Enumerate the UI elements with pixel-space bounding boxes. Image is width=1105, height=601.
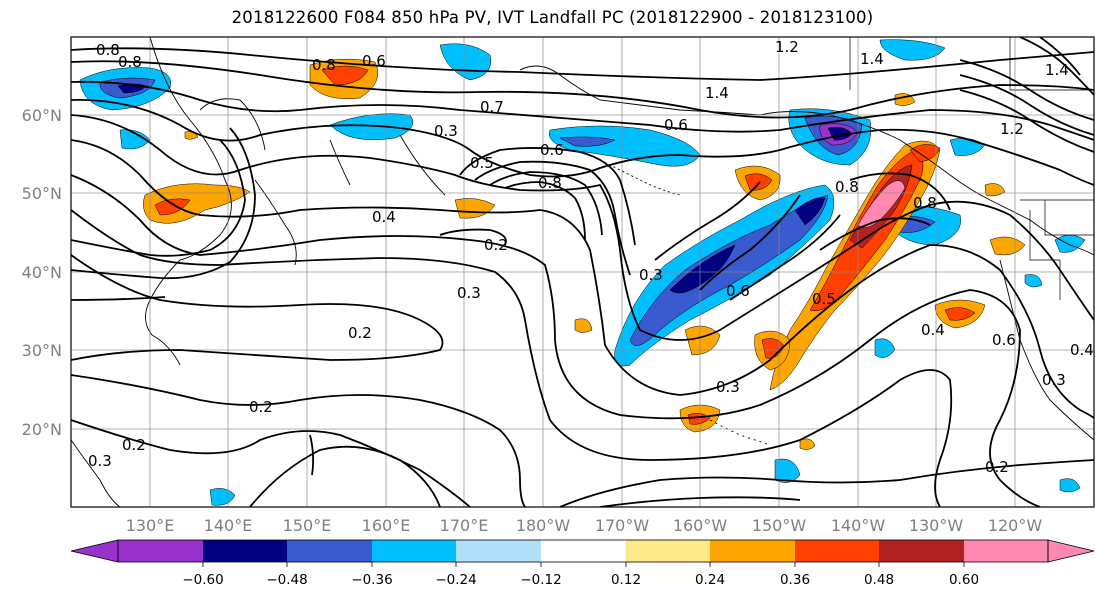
contour-label: 0.4 bbox=[372, 208, 396, 226]
colorbar: −0.60 −0.48 −0.36 −0.24 −0.12 0.12 0.24 … bbox=[70, 539, 1095, 588]
colorbar-tick-label: 0.48 bbox=[864, 572, 894, 588]
contour-label: 0.5 bbox=[812, 290, 836, 308]
contour-label: 0.8 bbox=[118, 53, 142, 71]
contour-label: 0.8 bbox=[96, 41, 120, 59]
lon-tick-label: 140°E bbox=[204, 516, 253, 535]
colorbar-swatch bbox=[203, 540, 287, 562]
boundaries bbox=[849, 37, 1094, 300]
colorbar-swatch bbox=[541, 540, 626, 562]
colorbar-swatch bbox=[372, 540, 456, 562]
colorbar-swatch bbox=[456, 540, 541, 562]
colorbar-swatch bbox=[118, 540, 203, 562]
lon-tick-label: 170°E bbox=[440, 516, 489, 535]
contour-label: 1.2 bbox=[1000, 120, 1024, 138]
pv-contours bbox=[71, 37, 1094, 507]
colorbar-extend-high bbox=[1047, 539, 1095, 563]
contour-label: 0.3 bbox=[639, 266, 663, 284]
contour-label: 0.2 bbox=[122, 436, 146, 454]
colorbar-swatch bbox=[879, 540, 964, 562]
lon-tick-label: 170°W bbox=[595, 516, 650, 535]
lon-tick-label: 130°E bbox=[126, 516, 175, 535]
contour-label: 0.8 bbox=[312, 56, 336, 74]
colorbar-tick-label: −0.48 bbox=[266, 572, 307, 588]
contour-label: 0.2 bbox=[985, 458, 1009, 476]
lon-tick-label: 140°W bbox=[831, 516, 886, 535]
colorbar-tick-label: −0.24 bbox=[435, 572, 476, 588]
contour-label: 0.2 bbox=[249, 398, 273, 416]
colorbar-tick-label: 0.12 bbox=[611, 572, 641, 588]
pv-anomaly-shading bbox=[79, 39, 1086, 506]
contour-label: 0.6 bbox=[992, 331, 1016, 349]
colorbar-swatch bbox=[964, 540, 1048, 562]
colorbar-tick-label: 0.60 bbox=[949, 572, 979, 588]
contour-label: 0.6 bbox=[664, 116, 688, 134]
contour-label: 0.8 bbox=[835, 178, 859, 196]
lat-tick-label: 30°N bbox=[22, 341, 62, 360]
contour-label: 1.4 bbox=[1045, 61, 1069, 79]
colorbar-tick-label: −0.60 bbox=[182, 572, 223, 588]
lon-tick-label: 150°E bbox=[283, 516, 332, 535]
colorbar-swatch bbox=[710, 540, 795, 562]
lon-tick-label: 130°W bbox=[909, 516, 964, 535]
contour-label: 0.7 bbox=[480, 98, 504, 116]
lat-axis: 60°N 50°N 40°N 30°N 20°N bbox=[22, 106, 62, 439]
colorbar-tick-label: 0.24 bbox=[695, 572, 725, 588]
contour-label: 0.4 bbox=[1070, 341, 1094, 359]
lon-tick-label: 180°W bbox=[516, 516, 571, 535]
contour-label: 0.3 bbox=[1042, 371, 1066, 389]
lon-tick-label: 150°W bbox=[752, 516, 807, 535]
contour-label: 0.3 bbox=[457, 284, 481, 302]
map-panel: 0.8 0.8 0.8 0.6 0.7 0.3 0.6 0.5 0.8 0.6 … bbox=[71, 37, 1094, 507]
contour-label: 0.3 bbox=[434, 122, 458, 140]
colorbar-tick-label: −0.36 bbox=[351, 572, 392, 588]
contour-label: 1.4 bbox=[705, 84, 729, 102]
contour-label: 0.3 bbox=[716, 378, 740, 396]
contour-label: 1.4 bbox=[860, 50, 884, 68]
gridlines bbox=[71, 37, 1094, 507]
lon-tick-label: 160°E bbox=[362, 516, 411, 535]
lat-tick-label: 20°N bbox=[22, 420, 62, 439]
lon-tick-label: 120°W bbox=[988, 516, 1043, 535]
colorbar-swatch bbox=[626, 540, 710, 562]
lon-tick-label: 160°W bbox=[673, 516, 728, 535]
contour-label: 0.5 bbox=[470, 154, 494, 172]
map-frame bbox=[70, 36, 1095, 508]
colorbar-tick-label: 0.36 bbox=[780, 572, 810, 588]
contour-label: 0.8 bbox=[538, 174, 562, 192]
contour-label: 0.6 bbox=[362, 52, 386, 70]
lon-axis: 130°E 140°E 150°E 160°E 170°E 180°W 170°… bbox=[126, 516, 1043, 535]
figure-title: 2018122600 F084 850 hPa PV, IVT Landfall… bbox=[231, 8, 874, 27]
contour-label: 0.2 bbox=[484, 236, 508, 254]
contour-label: 0.3 bbox=[88, 452, 112, 470]
lat-tick-label: 40°N bbox=[22, 263, 62, 282]
colorbar-tick-label: −0.12 bbox=[520, 572, 561, 588]
contour-label: 0.2 bbox=[348, 324, 372, 342]
colorbar-extend-low bbox=[70, 539, 119, 563]
colorbar-swatch bbox=[795, 540, 879, 562]
contour-label: 0.4 bbox=[921, 321, 945, 339]
contour-labels: 0.8 0.8 0.8 0.6 0.7 0.3 0.6 0.5 0.8 0.6 … bbox=[88, 38, 1094, 476]
contour-label: 1.2 bbox=[775, 38, 799, 56]
colorbar-swatch bbox=[287, 540, 372, 562]
contour-label: 0.6 bbox=[726, 282, 750, 300]
contour-label: 0.8 bbox=[913, 194, 937, 212]
contour-label: 0.6 bbox=[540, 141, 564, 159]
lat-tick-label: 50°N bbox=[22, 184, 62, 203]
lat-tick-label: 60°N bbox=[22, 106, 62, 125]
